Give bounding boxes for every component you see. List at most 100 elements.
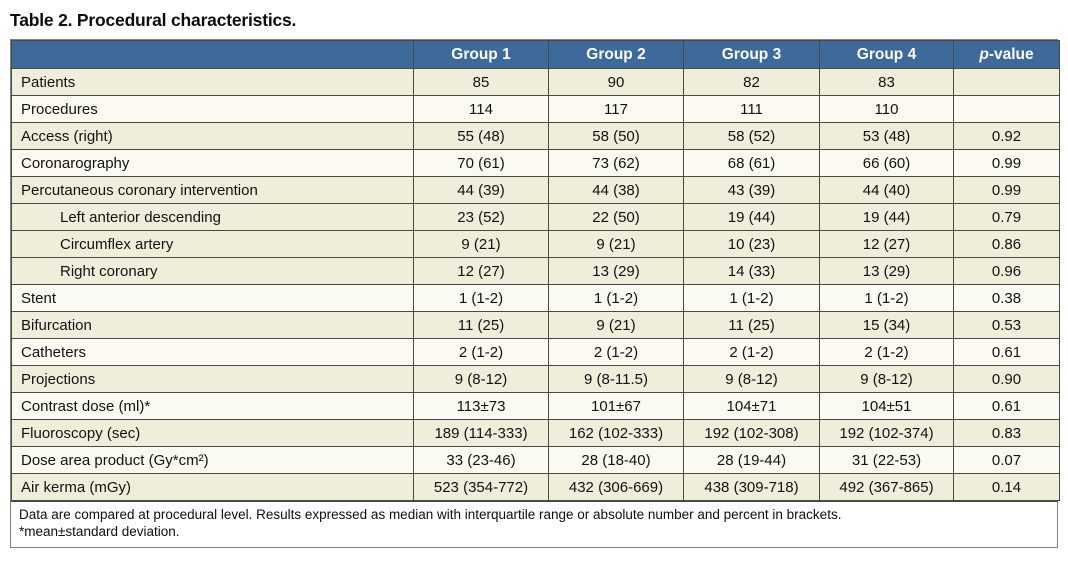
row-label: Access (right) [11, 122, 414, 150]
cell-value: 0.61 [953, 392, 1060, 420]
row-label: Left anterior descending [11, 203, 414, 231]
cell-value: 110 [819, 95, 954, 123]
cell-value: 114 [413, 95, 549, 123]
table-title: Table 2. Procedural characteristics. [10, 10, 297, 30]
cell-value: 192 (102-374) [819, 419, 954, 447]
cell-value: 492 (367-865) [819, 473, 954, 501]
table-row: Bifurcation 11 (25) 9 (21) 11 (25) 15 (34) 0.… [11, 311, 1060, 339]
cell-value: 55 (48) [413, 122, 549, 150]
table-row: Circumflex artery 9 (21) 9 (21) 10 (23) 12 (… [11, 230, 1060, 258]
cell-value: 192 (102-308) [683, 419, 820, 447]
cell-value: 117 [548, 95, 684, 123]
row-label: Patients [11, 68, 414, 96]
cell-value: 58 (52) [683, 122, 820, 150]
cell-value: 432 (306-669) [548, 473, 684, 501]
row-label: Fluoroscopy (sec) [11, 419, 414, 447]
cell-value: 0.90 [953, 365, 1060, 393]
table-row: Dose area product (Gy*cm²) 33 (23-46) 28 (… [11, 446, 1060, 474]
cell-value: 11 (25) [683, 311, 820, 339]
cell-value: 15 (34) [819, 311, 954, 339]
footnote-line-2: *mean±standard deviation. [19, 524, 180, 539]
table-row: Procedures 114 117 111 110 [11, 95, 1060, 123]
cell-value: 1 (1-2) [413, 284, 549, 312]
header-group-1: Group 1 [413, 40, 549, 69]
row-label: Percutaneous coronary intervention [11, 176, 414, 204]
table-row: Contrast dose (ml)* 113±73 101±67 104±71 104… [11, 392, 1060, 420]
header-empty-cell [11, 40, 414, 69]
cell-value: 0.99 [953, 176, 1060, 204]
cell-value: 104±71 [683, 392, 820, 420]
cell-value: 1 (1-2) [548, 284, 684, 312]
cell-value: 13 (29) [819, 257, 954, 285]
cell-value: 12 (27) [413, 257, 549, 285]
cell-value: 438 (309-718) [683, 473, 820, 501]
cell-value: 9 (8-11.5) [548, 365, 684, 393]
cell-value: 0.79 [953, 203, 1060, 231]
cell-value [953, 68, 1060, 96]
cell-value: 22 (50) [548, 203, 684, 231]
header-group-3: Group 3 [683, 40, 820, 69]
cell-value: 0.92 [953, 122, 1060, 150]
table-container: Group 1 Group 2 Group 3 Group 4 p-value … [10, 39, 1060, 548]
cell-value: 9 (21) [413, 230, 549, 258]
cell-value: 28 (18-40) [548, 446, 684, 474]
cell-value: 10 (23) [683, 230, 820, 258]
cell-value: 70 (61) [413, 149, 549, 177]
cell-value [953, 95, 1060, 123]
header-group-2: Group 2 [548, 40, 684, 69]
cell-value: 44 (38) [548, 176, 684, 204]
cell-value: 0.99 [953, 149, 1060, 177]
cell-value: 23 (52) [413, 203, 549, 231]
row-label: Dose area product (Gy*cm²) [11, 446, 414, 474]
row-label: Contrast dose (ml)* [11, 392, 414, 420]
table-row: Left anterior descending 23 (52) 22 (50) 19… [11, 203, 1060, 231]
row-label: Catheters [11, 338, 414, 366]
cell-value: 0.83 [953, 419, 1060, 447]
cell-value: 9 (8-12) [413, 365, 549, 393]
header-p-value: p-value [953, 40, 1060, 69]
cell-value: 73 (62) [548, 149, 684, 177]
table-row: Catheters 2 (1-2) 2 (1-2) 2 (1-2) 2 (1-2) 0.6… [11, 338, 1060, 366]
header-row: Group 1 Group 2 Group 3 Group 4 p-value [11, 40, 1060, 69]
row-label: Projections [11, 365, 414, 393]
cell-value: 43 (39) [683, 176, 820, 204]
cell-value: 189 (114-333) [413, 419, 549, 447]
cell-value: 1 (1-2) [819, 284, 954, 312]
cell-value: 44 (40) [819, 176, 954, 204]
row-label: Procedures [11, 95, 414, 123]
cell-value: 9 (21) [548, 230, 684, 258]
table-body: Patients 85 90 82 83 Procedures 114 117 111 110 Ac… [11, 68, 1060, 501]
cell-value: 14 (33) [683, 257, 820, 285]
cell-value: 523 (354-772) [413, 473, 549, 501]
cell-value: 33 (23-46) [413, 446, 549, 474]
cell-value: 162 (102-333) [548, 419, 684, 447]
cell-value: 44 (39) [413, 176, 549, 204]
cell-value: 82 [683, 68, 820, 96]
row-label: Circumflex artery [11, 230, 414, 258]
cell-value: 104±51 [819, 392, 954, 420]
row-label: Stent [11, 284, 414, 312]
cell-value: 31 (22-53) [819, 446, 954, 474]
row-label: Bifurcation [11, 311, 414, 339]
cell-value: 0.38 [953, 284, 1060, 312]
table-row: Coronarography 70 (61) 73 (62) 68 (61) 66 (6… [11, 149, 1060, 177]
cell-value: 0.86 [953, 230, 1060, 258]
cell-value: 1 (1-2) [683, 284, 820, 312]
cell-value: 9 (21) [548, 311, 684, 339]
cell-value: 19 (44) [683, 203, 820, 231]
p-value-italic-p: p [979, 45, 989, 63]
row-label: Right coronary [11, 257, 414, 285]
table-row: Stent 1 (1-2) 1 (1-2) 1 (1-2) 1 (1-2) 0.38 [11, 284, 1060, 312]
cell-value: 0.14 [953, 473, 1060, 501]
cell-value: 0.61 [953, 338, 1060, 366]
table-row: Fluoroscopy (sec) 189 (114-333) 162 (102-3… [11, 419, 1060, 447]
cell-value: 101±67 [548, 392, 684, 420]
cell-value: 28 (19-44) [683, 446, 820, 474]
cell-value: 9 (8-12) [819, 365, 954, 393]
cell-value: 66 (60) [819, 149, 954, 177]
table-row: Access (right) 55 (48) 58 (50) 58 (52) 53 (4… [11, 122, 1060, 150]
cell-value: 83 [819, 68, 954, 96]
cell-value: 0.07 [953, 446, 1060, 474]
cell-value: 2 (1-2) [548, 338, 684, 366]
